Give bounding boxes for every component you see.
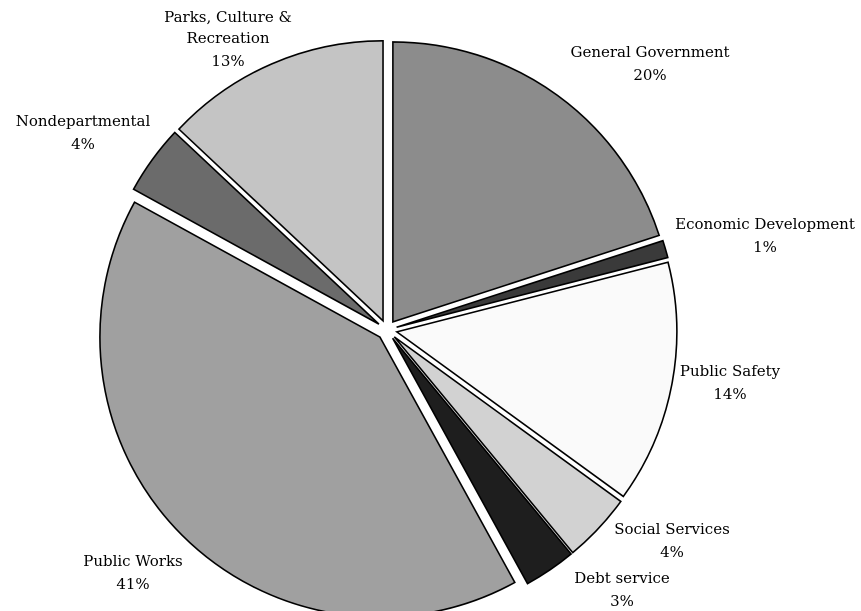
slice-value-debt-service: 3%	[610, 592, 634, 610]
slice-value-general-government: 20%	[633, 66, 666, 84]
slice-value-economic-development: 1%	[753, 238, 777, 256]
slice-value-public-works: 41%	[116, 575, 149, 593]
pie-slice-public-works	[99, 201, 516, 611]
pie-slice-economic-development	[396, 239, 669, 328]
pie-slice-nondepartmental	[132, 131, 380, 325]
pie-slice-general-government	[392, 41, 661, 324]
pie-slice-public-safety	[394, 261, 678, 498]
slice-label-economic-development: Economic Development	[675, 215, 855, 233]
pie-slice-social-services	[393, 336, 622, 554]
slice-label-social-services: Social Services	[614, 520, 730, 538]
slice-label-parks-culture-and-recreation: Parks, Culture & Recreation	[164, 8, 292, 47]
slice-value-nondepartmental: 4%	[71, 135, 95, 153]
slice-label-general-government: General Government	[570, 43, 729, 61]
slice-label-public-works: Public Works	[83, 552, 183, 570]
pie-slice-debt-service	[391, 337, 573, 585]
slice-label-public-safety: Public Safety	[680, 362, 781, 380]
slice-label-nondepartmental: Nondepartmental	[16, 112, 151, 130]
slice-value-public-safety: 14%	[713, 385, 746, 403]
pie-slice-parks-culture-and-recreation	[177, 40, 384, 323]
slice-value-parks-culture-and-recreation: 13%	[211, 52, 244, 70]
slice-label-debt-service: Debt service	[574, 569, 670, 587]
slice-value-social-services: 4%	[660, 543, 684, 561]
